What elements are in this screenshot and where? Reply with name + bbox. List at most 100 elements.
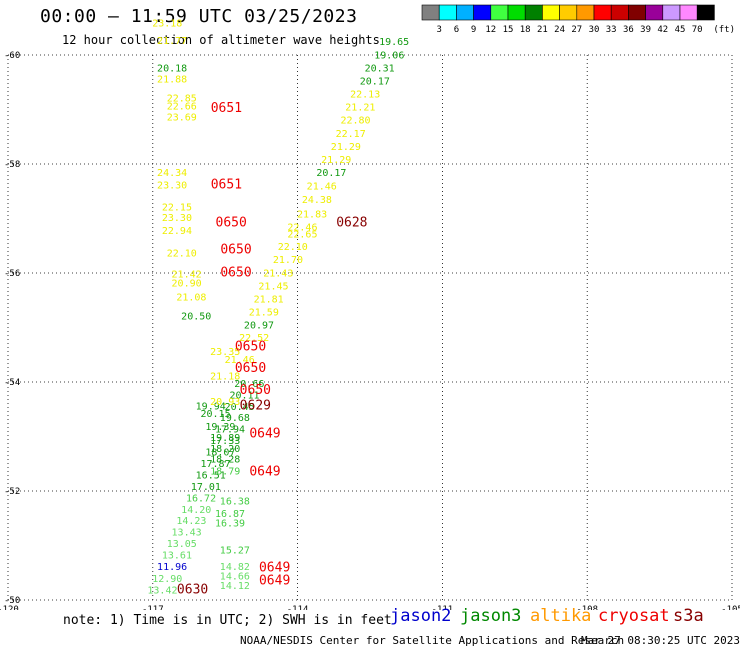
wave-height-point: 13.05 — [167, 539, 197, 550]
x-tick-label: -108 — [576, 605, 598, 610]
wave-height-point: 23.30 — [157, 181, 187, 192]
wave-height-point: 20.31 — [365, 63, 395, 74]
wave-height-point: 15.27 — [220, 546, 250, 557]
wave-height-point: 23.69 — [167, 112, 197, 123]
pass-time-label: 0650 — [220, 242, 251, 257]
x-tick-label: -111 — [432, 605, 454, 610]
colorbar-tick-label: 39 — [640, 25, 651, 35]
y-tick-label: -56 — [4, 269, 20, 279]
wave-height-point: 21.77 — [157, 36, 187, 47]
wave-height-point: 22.17 — [336, 129, 366, 140]
pass-time-label: 0630 — [177, 582, 208, 597]
legend-cryosat: cryosat — [598, 606, 670, 626]
y-tick-label: -52 — [4, 487, 20, 497]
colorbar-tick-label: 45 — [675, 25, 686, 35]
wave-height-point: 22.66 — [167, 102, 197, 113]
wave-height-point: 16.72 — [186, 493, 216, 504]
colorbar-unit: (ft) — [713, 25, 735, 35]
wave-height-point: 20.17 — [316, 168, 346, 179]
x-tick-label: -117 — [142, 605, 164, 610]
wave-height-point: 19.39 — [205, 422, 235, 433]
wave-height-point: 14.20 — [181, 505, 211, 516]
wave-height-point: 17.87 — [200, 459, 230, 470]
credit-line: NOAA/NESDIS Center for Satellite Applica… — [240, 634, 625, 647]
wave-height-point: 22.10 — [167, 249, 197, 260]
wave-height-point: 20.66 — [234, 379, 264, 390]
chart-subtitle: 12 hour collection of altimeter wave hei… — [62, 33, 380, 47]
colorbar-tick-label: 70 — [692, 25, 703, 35]
wave-height-point: 16.87 — [215, 509, 245, 520]
wave-height-point: 16.39 — [215, 518, 245, 529]
y-tick-label: -50 — [4, 596, 20, 606]
wave-height-point: 13.42 — [147, 585, 177, 596]
legend-altika: altika — [530, 606, 592, 626]
wave-height-point: 24.34 — [157, 168, 187, 179]
colorbar-tick-label: 18 — [520, 25, 531, 35]
wave-height-point: 22.80 — [340, 116, 370, 127]
wave-height-point: 22.94 — [162, 226, 192, 237]
wave-height-point: 14.66 — [220, 571, 250, 582]
wave-height-point: 19.94 — [196, 401, 226, 412]
wave-height-point: 18.20 — [210, 444, 240, 455]
wave-height-point: 20.93 — [210, 397, 240, 408]
wave-height-point: 19.89 — [210, 433, 240, 444]
wave-height-point: 20.17 — [360, 76, 390, 87]
wave-height-point: 12.90 — [152, 574, 182, 585]
colorbar-tick-label: 33 — [606, 25, 617, 35]
wave-height-point: 19.65 — [379, 37, 409, 48]
pass-time-label: 0650 — [235, 361, 266, 376]
wave-height-point: 20.45 — [225, 402, 255, 413]
pass-time-label: 0629 — [240, 398, 271, 413]
legend-s3a: s3a — [673, 606, 704, 626]
y-tick-label: -54 — [4, 378, 20, 388]
pass-time-label: 0649 — [249, 427, 280, 442]
wave-height-point: 20.50 — [181, 311, 211, 322]
colorbar-tick-label: 42 — [657, 25, 668, 35]
wave-height-point: 20.15 — [200, 409, 230, 420]
wave-height-point: 22.85 — [167, 93, 197, 104]
pass-time-label: 0628 — [336, 216, 367, 231]
x-tick-label: -114 — [287, 605, 309, 610]
wave-height-point: 23.30 — [162, 213, 192, 224]
wave-height-point: 20.90 — [172, 279, 202, 290]
altimeter-scatter-plot: -120 -117 -114 -111 -108 -105 -50 -52 -54 -56 -58 -… — [0, 19, 740, 610]
wave-height-point: 13.61 — [162, 551, 192, 562]
generation-timestamp: Mar 27 08:30:25 UTC 2023 — [581, 634, 740, 647]
wave-height-point: 17.94 — [215, 425, 245, 436]
y-tick-label: -60 — [4, 51, 20, 61]
pass-time-label: 0650 — [216, 216, 247, 231]
wave-height-point: 14.23 — [176, 516, 206, 527]
pass-time-label: 0649 — [259, 574, 290, 589]
colorbar-tick-label: 15 — [503, 25, 514, 35]
x-tick-label: -105 — [721, 605, 740, 610]
colorbar-tick-label: 30 — [589, 25, 600, 35]
pass-time-label: 0650 — [220, 265, 251, 280]
pass-time-label: 0651 — [211, 178, 242, 193]
wave-height-point: 22.46 — [287, 222, 317, 233]
wave-height-point: 20.18 — [157, 63, 187, 74]
wave-height-point: 21.42 — [172, 269, 202, 280]
wave-height-point: 21.88 — [157, 74, 187, 85]
color-scale-legend: 3 6 9 12 15 18 21 24 27 30 33 36 39 42 45 70 (ft) — [421, 4, 735, 35]
wave-height-point: 19.06 — [374, 50, 404, 61]
y-tick-label: -58 — [4, 160, 20, 170]
pass-time-label: 0649 — [249, 465, 280, 480]
wave-height-point: 19.68 — [220, 413, 250, 424]
wave-height-point: 17.33 — [210, 436, 240, 447]
colorbar-tick-label: 3 — [436, 25, 441, 35]
pass-time-label: 0650 — [235, 339, 266, 354]
wave-height-point: 21.46 — [307, 182, 337, 193]
wave-height-point: 22.65 — [287, 230, 317, 241]
wave-height-point: 21.70 — [273, 255, 303, 266]
wave-height-point: 22.10 — [278, 242, 308, 253]
wave-height-point: 21.43 — [263, 268, 293, 279]
wave-height-point: 16.51 — [196, 470, 226, 481]
wave-height-point: 18.07 — [205, 448, 235, 459]
colorbar-swatch — [696, 4, 715, 21]
pass-time-label: 0650 — [240, 383, 271, 398]
wave-height-point: 17.01 — [191, 482, 221, 493]
wave-height-point: 21.83 — [297, 209, 327, 220]
note-text: note: 1) Time is in UTC; 2) SWH is in fe… — [63, 613, 392, 628]
colorbar-tick-label: 9 — [471, 25, 476, 35]
wave-height-point: 14.82 — [220, 562, 250, 573]
